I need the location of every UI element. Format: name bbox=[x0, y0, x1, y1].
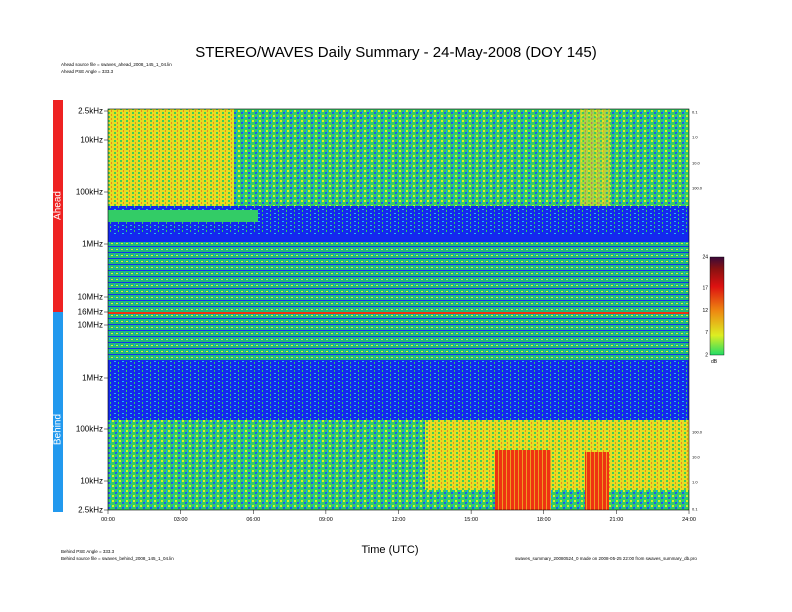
y-tick-label: 1MHz bbox=[82, 240, 103, 249]
right-tick-label: 100.0 bbox=[692, 430, 703, 435]
x-tick-label: 15:00 bbox=[464, 517, 478, 523]
ahead-right-ticks: 0.1 1.0 10.0 100.0 bbox=[692, 110, 703, 191]
behind-right-ticks: 100.0 10.0 1.0 0.1 bbox=[692, 430, 703, 512]
y-tick-label: 2.5kHz bbox=[78, 506, 103, 515]
behind-panel-label: Behind bbox=[52, 413, 64, 446]
behind-side-bar bbox=[53, 312, 63, 512]
x-tick-label: 06:00 bbox=[246, 517, 260, 523]
right-tick-label: 0.1 bbox=[692, 507, 698, 512]
right-tick-label: 100.0 bbox=[692, 186, 703, 191]
ahead-y-axis-ticks: 2.5kHz 10kHz 100kHz 1MHz 10MHz 16MHz bbox=[76, 107, 108, 317]
footer-credit: swaves_summary_20080524_0 made on 2008-0… bbox=[515, 556, 697, 561]
colorbar-tick-label: 2 bbox=[705, 353, 708, 359]
behind-spectrogram bbox=[108, 314, 689, 510]
y-tick-label: 10kHz bbox=[80, 477, 103, 486]
y-tick-label: 10MHz bbox=[78, 321, 103, 330]
y-tick-label: 10MHz bbox=[78, 293, 103, 302]
y-tick-label: 1MHz bbox=[82, 374, 103, 383]
right-tick-label: 0.1 bbox=[692, 110, 698, 115]
ahead-side-bar bbox=[53, 100, 63, 312]
right-tick-label: 1.0 bbox=[692, 135, 698, 140]
colorbar-tick-label: 17 bbox=[702, 286, 708, 292]
behind-pse-angle: Behind PSE Angle = 333.3 bbox=[61, 549, 115, 554]
right-tick-label: 1.0 bbox=[692, 480, 698, 485]
y-tick-label: 100kHz bbox=[76, 425, 103, 434]
colorbar-tick-label: 12 bbox=[702, 308, 708, 314]
right-tick-label: 10.0 bbox=[692, 161, 701, 166]
x-tick-label: 18:00 bbox=[537, 517, 551, 523]
behind-source-file: Behind source file = swaves_behind_2008_… bbox=[61, 556, 174, 561]
x-tick-label: 24:00 bbox=[682, 517, 696, 523]
x-tick-label: 09:00 bbox=[319, 517, 333, 523]
y-tick-label: 10kHz bbox=[80, 136, 103, 145]
ahead-spectrogram bbox=[108, 109, 689, 314]
colorbar-ticks: 24 17 12 7 2 bbox=[702, 255, 708, 359]
ahead-panel-label: Ahead bbox=[52, 191, 64, 220]
page-title: STEREO/WAVES Daily Summary - 24-May-2008… bbox=[195, 44, 597, 61]
behind-y-axis-ticks: 10MHz 1MHz 100kHz 10kHz 2.5kHz bbox=[76, 321, 108, 515]
y-tick-label: 100kHz bbox=[76, 188, 103, 197]
x-axis-label: Time (UTC) bbox=[361, 544, 419, 556]
ahead-source-file: Ahead source file = swaves_ahead_2008_14… bbox=[61, 62, 172, 67]
x-tick-label: 12:00 bbox=[392, 517, 406, 523]
colorbar-tick-label: 24 bbox=[702, 255, 708, 261]
colorbar bbox=[709, 256, 725, 356]
y-tick-label: 16MHz bbox=[78, 308, 103, 317]
x-tick-label: 21:00 bbox=[609, 517, 623, 523]
x-axis-ticks: 00:00 03:00 06:00 09:00 12:00 15:00 18:00 21:00… bbox=[101, 510, 696, 523]
ahead-pse-angle: Ahead PSE Angle = 333.3 bbox=[61, 69, 114, 74]
y-tick-label: 2.5kHz bbox=[78, 107, 103, 116]
colorbar-tick-label: 7 bbox=[705, 330, 708, 336]
x-tick-label: 00:00 bbox=[101, 517, 115, 523]
x-tick-label: 03:00 bbox=[174, 517, 188, 523]
right-tick-label: 10.0 bbox=[692, 455, 701, 460]
colorbar-unit: dB bbox=[711, 359, 718, 365]
